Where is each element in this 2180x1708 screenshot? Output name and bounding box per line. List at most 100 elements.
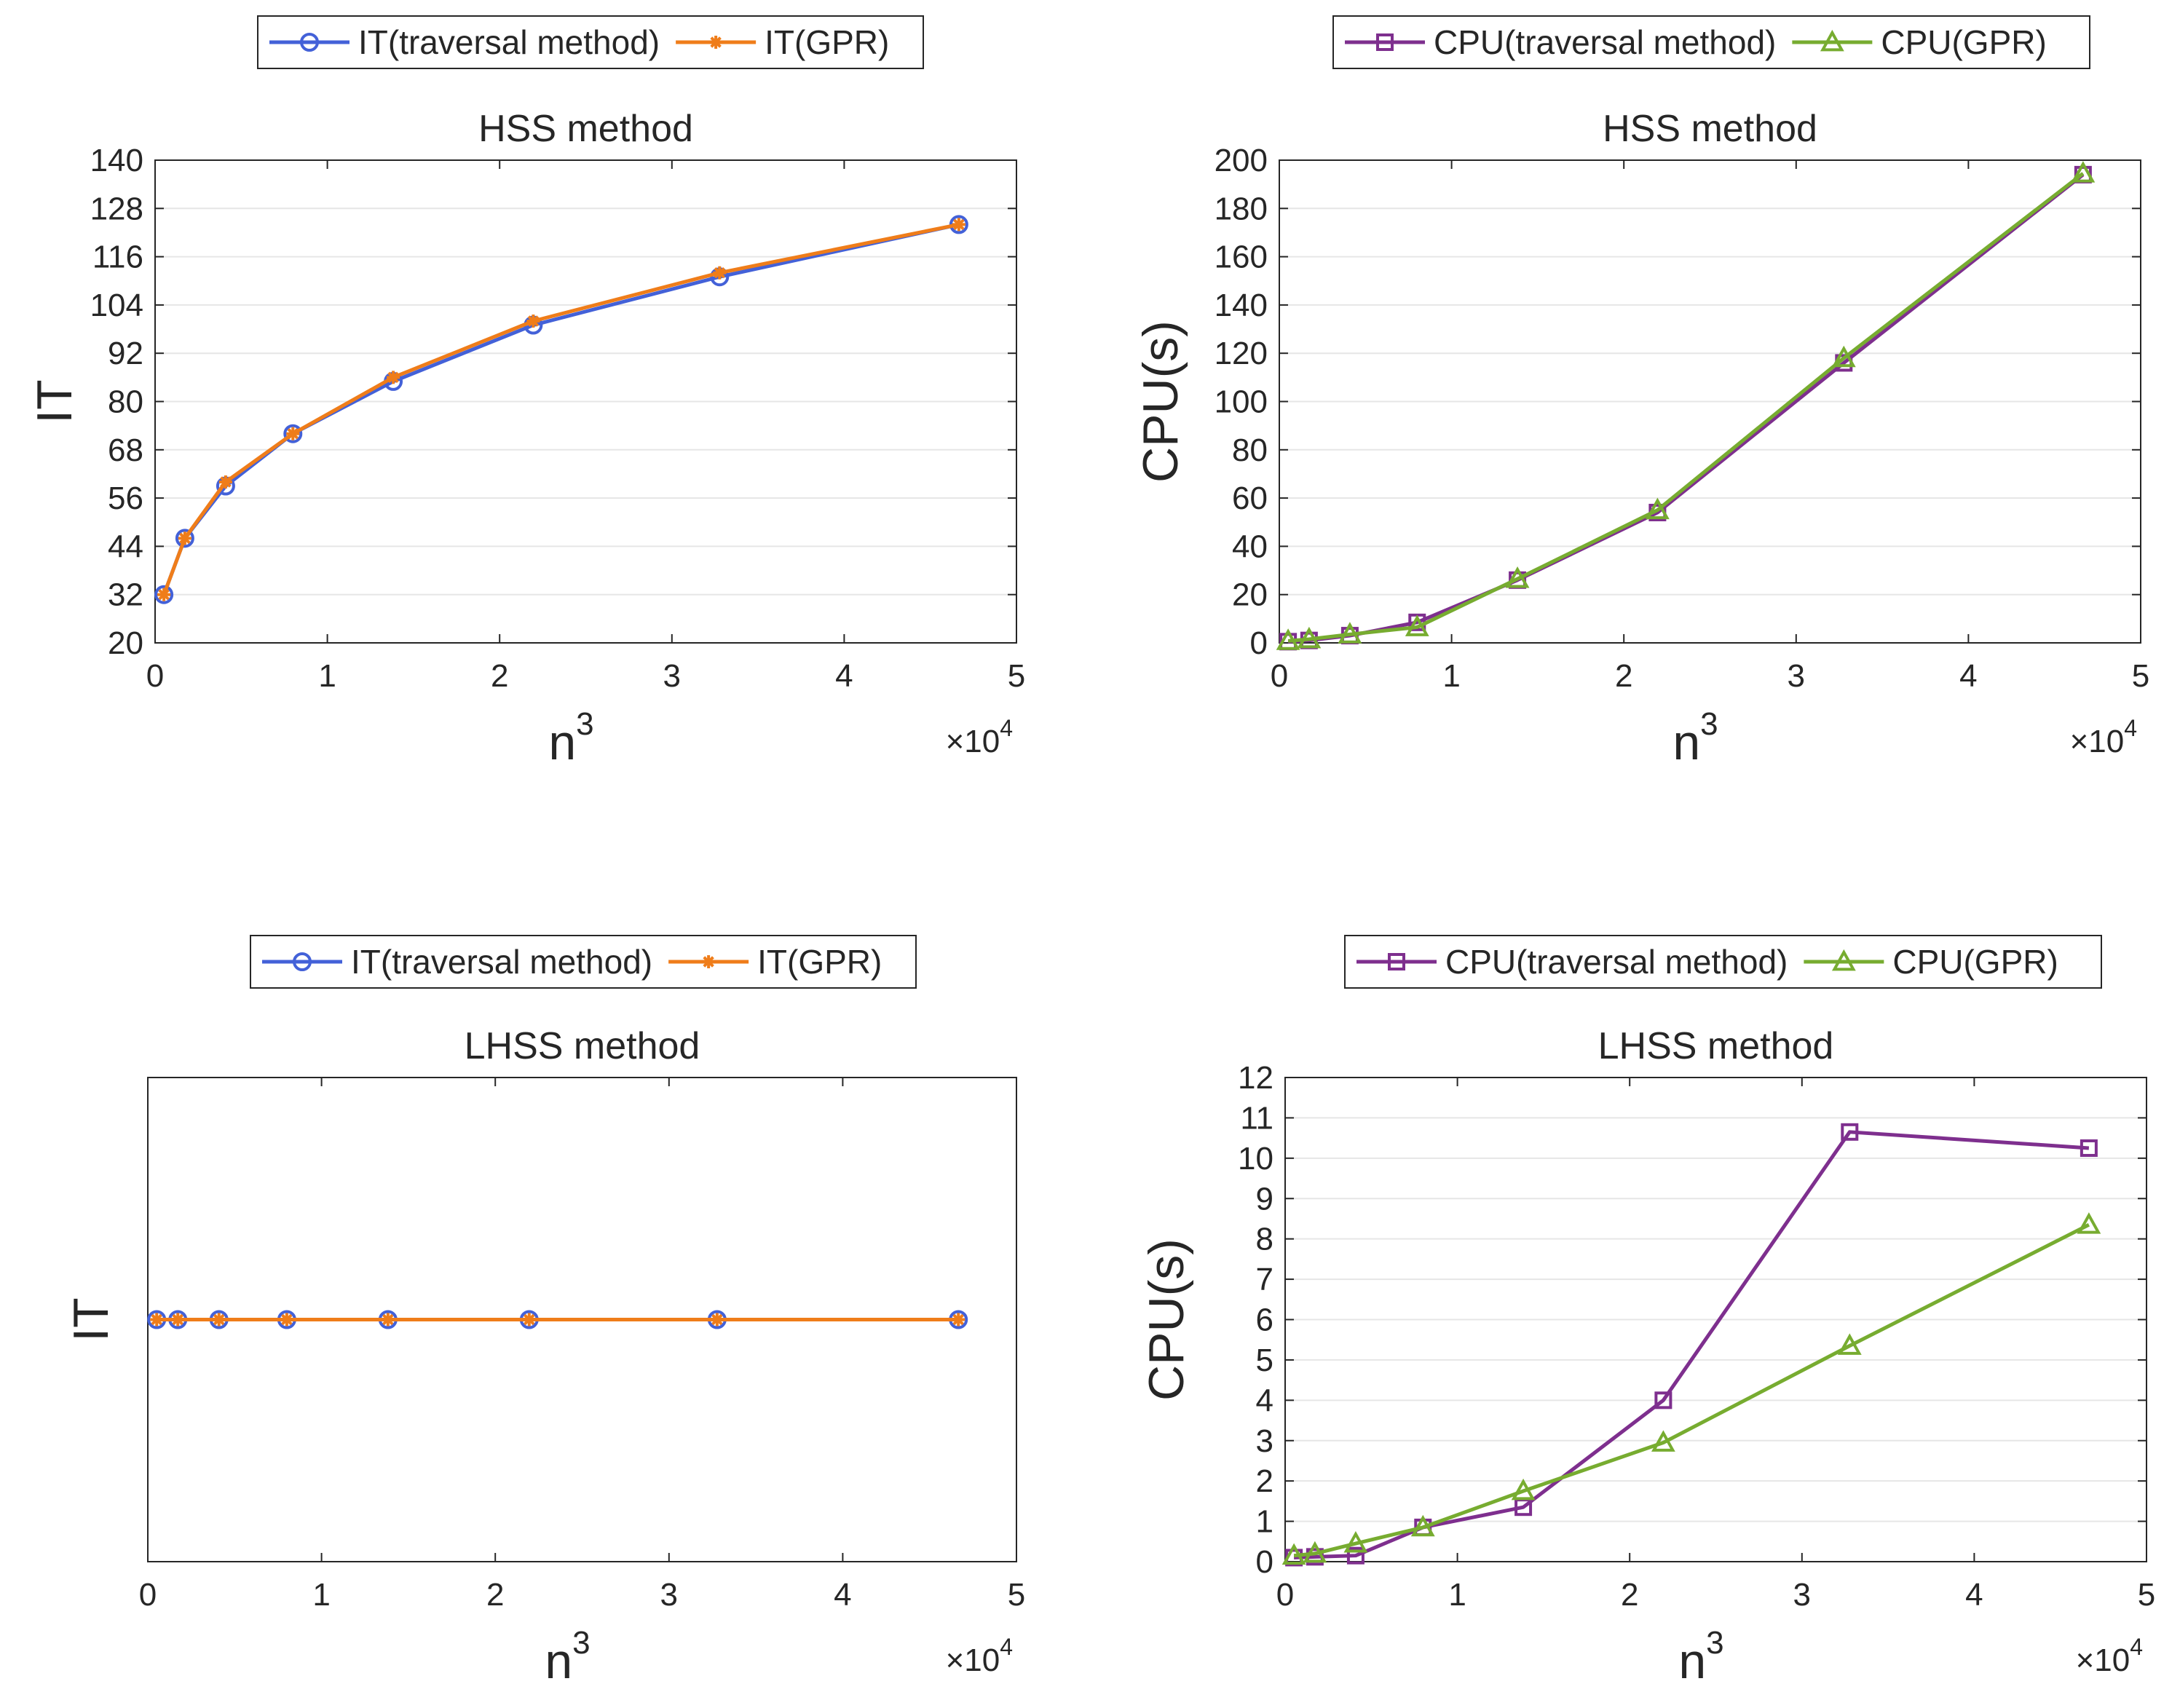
x-tick-label: 1 [1442, 658, 1460, 694]
legend-marker [293, 952, 312, 971]
x-tick-label: 4 [1965, 1577, 1983, 1613]
legend-marker [709, 36, 723, 49]
data-point [1346, 1546, 1365, 1565]
data-point [286, 427, 300, 440]
y-tick-label: 10 [1238, 1141, 1273, 1177]
x-tick-label: 0 [139, 1577, 157, 1613]
x-tick-label: 3 [663, 658, 681, 694]
data-point [280, 1313, 293, 1327]
data-point [157, 588, 171, 601]
y-tick-label: 2 [1256, 1463, 1273, 1499]
chart-panel-3: 0 1 2 3 4 5 LHSS method n3 ×104 IT IT(traversal me… [63, 935, 1025, 1689]
y-tick-label: 68 [108, 432, 143, 468]
data-point [710, 1313, 724, 1327]
legend: CPU(traversal method) CPU(GPR) [1344, 935, 2102, 989]
x-tick-label: 3 [1793, 1577, 1811, 1613]
series-2 [1281, 1212, 2101, 1565]
data-point [283, 424, 303, 443]
data-point [1645, 497, 1670, 520]
x-tick-label: 2 [491, 658, 508, 694]
data-point [1837, 1333, 1862, 1355]
y-tick-label: 7 [1256, 1262, 1273, 1297]
y-tick-label: 80 [108, 384, 143, 420]
legend-entry: CPU(GPR) [1804, 943, 2058, 981]
series-line [1287, 172, 2085, 643]
data-point [522, 1313, 536, 1327]
y-tick-label: 104 [90, 288, 143, 323]
x-tick-label: 2 [1621, 1577, 1638, 1613]
legend: IT(traversal method) IT(GPR) [250, 935, 917, 989]
y-tick-label: 100 [1215, 384, 1268, 420]
y-tick-label: 8 [1256, 1222, 1273, 1257]
y-tick-label: 1 [1256, 1504, 1273, 1540]
y-tick-label: 92 [108, 336, 143, 371]
data-point [1303, 1541, 1327, 1563]
x-tick-label: 0 [146, 658, 164, 694]
x-tick-label: 5 [2138, 1577, 2155, 1613]
x-tick-label: 4 [835, 658, 853, 694]
data-point [952, 218, 965, 232]
chart-title: HSS method [1603, 108, 1817, 150]
data-point [150, 1313, 164, 1327]
y-tick-label: 80 [1232, 432, 1268, 468]
series-line [1293, 1223, 2090, 1558]
data-point [171, 1313, 185, 1327]
chart-title: LHSS method [465, 1025, 700, 1067]
x-tick-label: 2 [486, 1577, 504, 1613]
data-point [1505, 566, 1530, 588]
x-tick-label: 5 [1008, 658, 1025, 694]
x-tick-label: 1 [1448, 1577, 1466, 1613]
legend-box [257, 15, 924, 69]
legend-marker [1388, 953, 1405, 970]
data-point [1343, 1530, 1368, 1553]
legend-label: CPU(traversal method) [1434, 23, 1776, 61]
legend-marker [300, 33, 319, 52]
legend-entry: IT(traversal method) [269, 23, 660, 61]
y-tick-label: 116 [92, 240, 143, 275]
data-point [1511, 1478, 1536, 1501]
legend-box [1344, 935, 2102, 989]
legend-marker [1820, 29, 1844, 52]
y-tick-label: 9 [1256, 1181, 1273, 1217]
legend-entry: CPU(GPR) [1792, 23, 2047, 61]
x-tick-label: 3 [660, 1577, 678, 1613]
x-tick-label: 1 [318, 658, 336, 694]
legend-marker [1376, 33, 1394, 51]
data-point [178, 531, 191, 545]
data-point [952, 1313, 965, 1327]
data-point [713, 266, 727, 280]
x-tick-label: 4 [834, 1577, 851, 1613]
legend-entry: CPU(traversal method) [1356, 943, 1788, 981]
x-exponent-label: ×104 [946, 1634, 1013, 1678]
chart-panel-1: 0 1 2 3 4 5 20 32 44 56 68 80 92 104 116 128 140 HSS meth… [27, 15, 1025, 770]
legend-box [250, 935, 917, 989]
y-axis-label: CPU(s) [1139, 1238, 1194, 1401]
series-line [162, 222, 960, 596]
y-axis-label: IT [27, 379, 82, 423]
data-point [526, 315, 540, 328]
y-tick-label: 5 [1256, 1343, 1273, 1378]
data-point [381, 1313, 395, 1327]
legend-label: CPU(traversal method) [1445, 943, 1788, 981]
x-tick-label: 1 [312, 1577, 330, 1613]
y-tick-label: 11 [1240, 1100, 1273, 1136]
x-tick-label: 5 [2132, 658, 2149, 694]
legend-label: IT(traversal method) [358, 23, 660, 61]
data-point [218, 475, 232, 489]
x-tick-label: 0 [1271, 658, 1288, 694]
data-point [1405, 614, 1429, 636]
y-axis-label: CPU(s) [1133, 320, 1188, 483]
data-point [1276, 628, 1300, 650]
y-tick-label: 6 [1256, 1302, 1273, 1338]
y-tick-label: 160 [1215, 240, 1268, 275]
y-tick-label: 20 [108, 625, 143, 661]
y-tick-label: 120 [1215, 336, 1268, 371]
data-point [212, 1313, 226, 1327]
x-axis-label: n3 [1672, 706, 1718, 770]
y-tick-label: 0 [1250, 625, 1268, 661]
legend-label: CPU(GPR) [1892, 943, 2058, 981]
y-tick-label: 44 [108, 529, 143, 564]
series-2 [1276, 161, 2096, 650]
y-tick-label: 0 [1256, 1544, 1273, 1580]
